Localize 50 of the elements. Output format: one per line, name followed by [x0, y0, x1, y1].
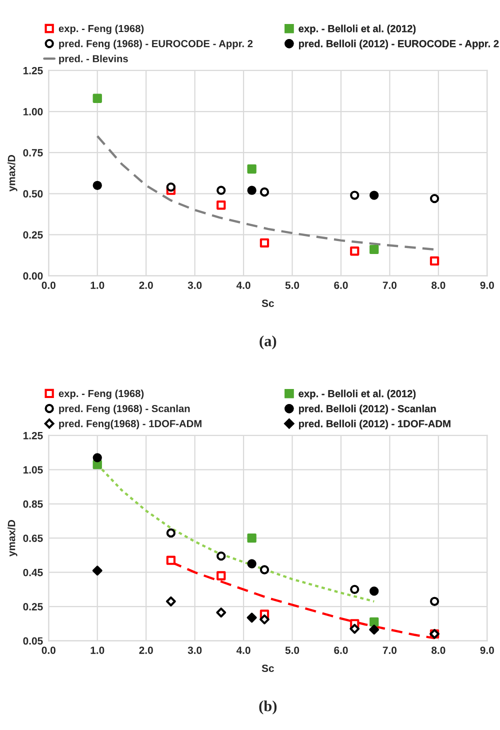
legend-label: pred. Belloli (2012) - Scanlan — [298, 404, 436, 414]
legend-label: pred. - Blevins — [59, 54, 128, 64]
x-tick-label: 2.0 — [139, 282, 153, 289]
x-tick-label: 9.0 — [480, 646, 494, 654]
x-tick-label: 8.0 — [432, 282, 446, 289]
x-tick-label: 5.0 — [285, 646, 300, 654]
x-tick-label: 6.0 — [334, 282, 348, 289]
x-tick-label: 4.0 — [236, 646, 250, 654]
x-tick-label: 4.0 — [236, 282, 250, 289]
legend-label: pred. Feng (1968) - Scanlan — [59, 404, 190, 414]
y-tick-label: 0.65 — [23, 534, 43, 542]
y-axis-title: ymax/D — [8, 520, 18, 557]
y-tick-label: 1.00 — [23, 108, 43, 116]
x-tick-label: 1.0 — [90, 646, 104, 654]
x-tick-label: 9.0 — [480, 282, 494, 289]
legend-label: pred. Feng (1968) - EUROCODE - Appr. 2 — [59, 40, 253, 50]
legend-label: exp. - Belloli et al. (2012) — [298, 24, 416, 34]
legend-label: exp. - Feng (1968) — [58, 390, 144, 400]
legend-label: exp. - Belloli et al. (2012) — [298, 390, 416, 400]
y-tick-label: 1.25 — [23, 66, 43, 74]
y-tick-label: 0.50 — [23, 190, 43, 198]
legend-label: pred. Belloli (2012) - 1DOF-ADM — [298, 420, 450, 430]
x-tick-label: 3.0 — [188, 282, 202, 289]
x-axis-title: Sc — [262, 300, 274, 308]
y-tick-label: 1.25 — [23, 432, 43, 440]
x-tick-label: 1.0 — [90, 282, 104, 289]
y-tick-label: 0.75 — [23, 149, 43, 156]
y-axis-title: ymax/D — [8, 155, 18, 192]
y-tick-label: 1.05 — [23, 466, 43, 474]
y-tick-label: 0.85 — [23, 500, 43, 508]
y-tick-label: 0.25 — [23, 603, 43, 610]
x-tick-label: 2.0 — [139, 646, 153, 654]
text: (a) — [260, 335, 276, 350]
legend-label: pred. Belloli (2012) - EUROCODE - Appr. 2 — [298, 40, 499, 50]
y-tick-label: 0.25 — [23, 231, 43, 239]
legend-label: exp. - Feng (1968) — [58, 24, 144, 34]
x-tick-label: 7.0 — [382, 646, 397, 654]
legend-label: pred. Feng(1968) - 1DOF-ADM — [59, 420, 202, 430]
y-tick-label: 0.00 — [23, 272, 43, 280]
x-tick-label: 0.0 — [42, 282, 56, 289]
x-tick-label: 8.0 — [432, 646, 446, 654]
x-tick-label: 7.0 — [382, 282, 397, 289]
x-tick-label: 5.0 — [285, 282, 300, 289]
x-tick-label: 3.0 — [188, 646, 202, 654]
y-tick-label: 0.05 — [23, 637, 43, 645]
x-axis-title: Sc — [262, 664, 274, 672]
text: (b) — [259, 700, 277, 714]
x-tick-label: 6.0 — [334, 646, 348, 654]
x-tick-label: 0.0 — [42, 646, 56, 654]
y-tick-label: 0.45 — [23, 568, 43, 576]
